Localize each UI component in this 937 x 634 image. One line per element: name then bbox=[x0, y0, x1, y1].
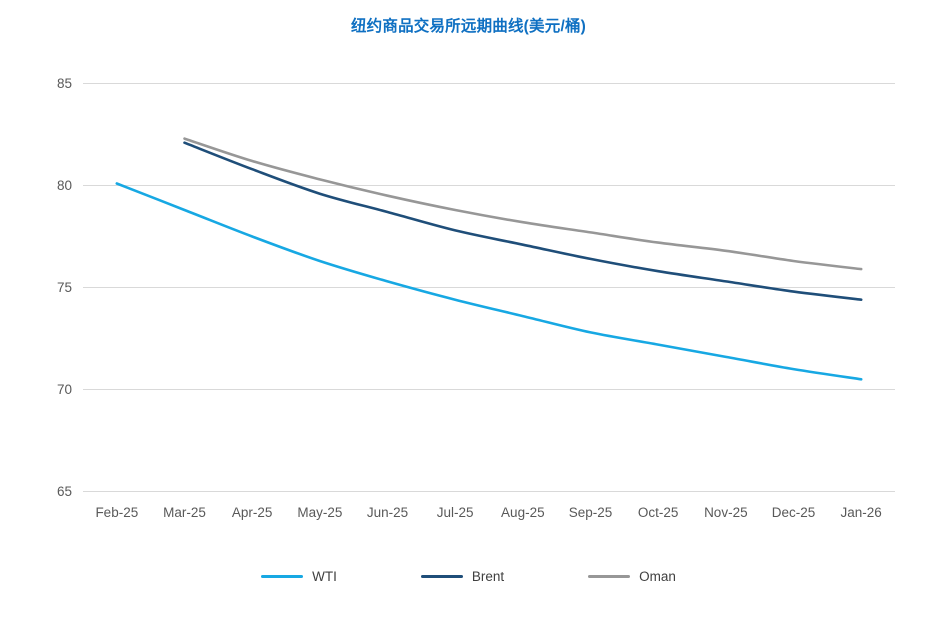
x-tick-label: Aug-25 bbox=[501, 505, 545, 520]
x-tick-label: Jul-25 bbox=[436, 505, 474, 520]
series-line-oman bbox=[183, 137, 863, 271]
x-tick-label: Feb-25 bbox=[95, 505, 139, 520]
y-tick-label: 85 bbox=[56, 75, 72, 91]
x-tick-label: Jan-26 bbox=[840, 505, 882, 520]
legend-item-oman: Oman bbox=[588, 569, 676, 584]
x-tick-label: May-25 bbox=[297, 505, 343, 520]
legend-line-marker-brent bbox=[420, 575, 463, 578]
x-tick-label: Sep-25 bbox=[568, 505, 613, 520]
x-tick-label: Apr-25 bbox=[231, 505, 273, 520]
x-tick-label: Mar-25 bbox=[163, 505, 206, 520]
x-tick-label: Dec-25 bbox=[771, 505, 816, 520]
y-tick-label: 80 bbox=[56, 177, 72, 193]
legend-label: Brent bbox=[471, 569, 505, 584]
x-tick-label: Oct-25 bbox=[637, 505, 679, 520]
y-tick-label: 65 bbox=[56, 483, 72, 499]
legend-line-marker-wti bbox=[261, 575, 304, 578]
legend-label: Oman bbox=[639, 569, 676, 584]
y-tick-label: 70 bbox=[56, 381, 72, 397]
y-tick-label: 75 bbox=[56, 279, 72, 295]
x-tick-label: Nov-25 bbox=[704, 505, 748, 520]
series-line-brent bbox=[183, 141, 863, 301]
legend: WTI Brent Oman bbox=[0, 569, 937, 584]
legend-item-wti: WTI bbox=[261, 569, 337, 584]
legend-line-marker-oman bbox=[588, 575, 631, 578]
legend-label: WTI bbox=[312, 569, 337, 584]
x-tick-label: Jun-25 bbox=[366, 505, 409, 520]
chart-title: 纽约商品交易所远期曲线(美元/桶) bbox=[350, 18, 587, 35]
series-line-wti bbox=[115, 182, 863, 381]
legend-item-brent: Brent bbox=[420, 569, 505, 584]
